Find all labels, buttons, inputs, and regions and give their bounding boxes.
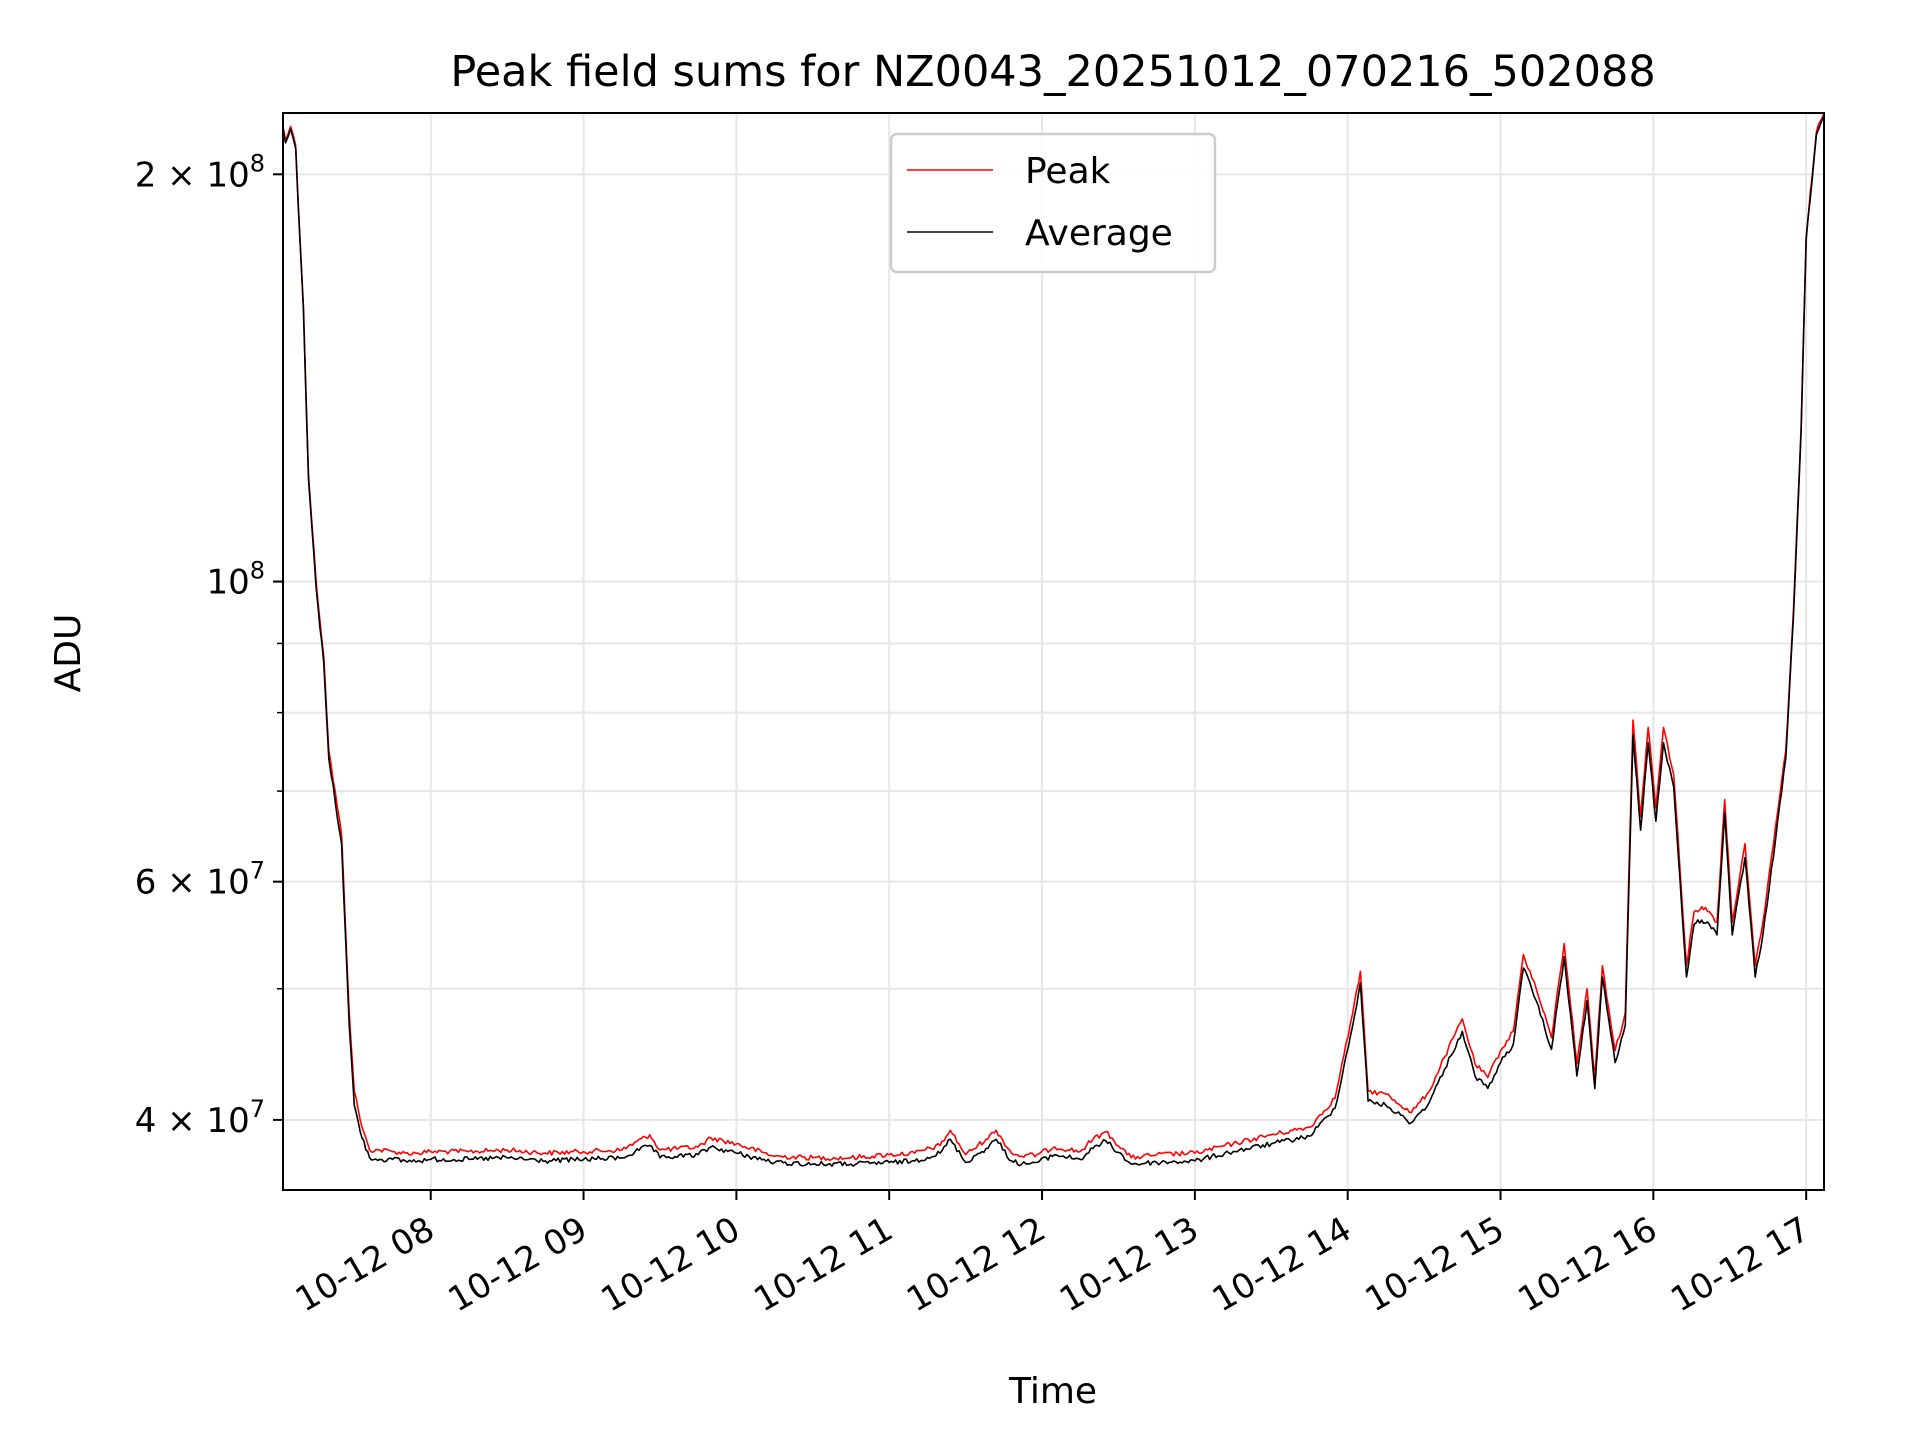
plot-frame [282, 112, 1825, 1191]
chart-title: Peak field sums for NZ0043_20251012_0702… [450, 47, 1655, 97]
series-layer [282, 112, 1825, 1167]
y-tick-label: 4 × 107 [135, 1095, 265, 1141]
series-line-peak [282, 112, 1825, 1162]
legend-label-peak: Peak [1025, 151, 1111, 192]
x-axis-label: Time [1008, 1371, 1097, 1412]
y-tick-label: 2 × 108 [135, 149, 265, 195]
legend: Peak Average [889, 132, 1217, 274]
y-tick-label: 108 [206, 557, 265, 603]
series-line-average [282, 115, 1825, 1167]
legend-label-average: Average [1025, 213, 1173, 254]
legend-box [889, 132, 1217, 274]
y-tick-label: 6 × 107 [135, 857, 265, 903]
y-axis-label: ADU [48, 614, 89, 693]
